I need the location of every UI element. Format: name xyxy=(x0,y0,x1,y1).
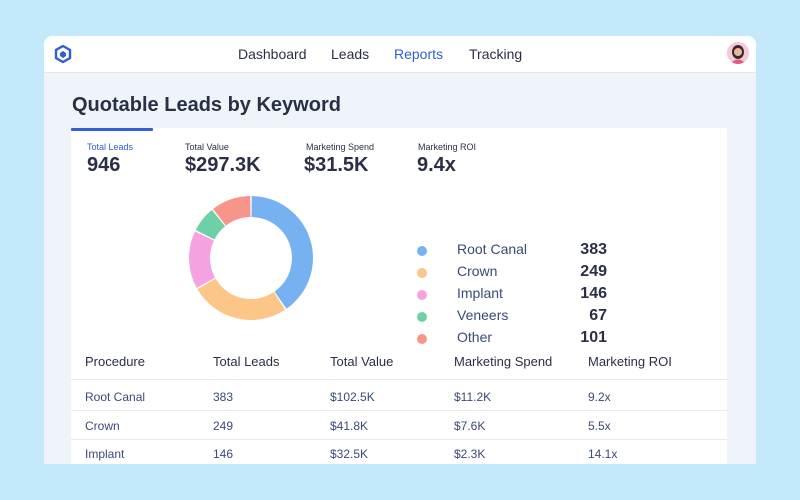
stat-total-value-value: $297.3K xyxy=(185,154,261,176)
stat-marketing-spend-value: $31.5K xyxy=(304,154,369,176)
stat-marketing-roi-label[interactable]: Marketing ROI xyxy=(418,142,477,152)
nav-reports[interactable]: Reports xyxy=(394,46,444,62)
keyword-donut-chart xyxy=(189,196,313,320)
cell-total-value: $41.8K xyxy=(330,419,369,433)
page-title: Quotable Leads by Keyword xyxy=(72,94,341,116)
legend-dot-root-canal xyxy=(417,246,427,256)
cell-total-leads: 249 xyxy=(213,419,234,433)
cell-total-leads: 146 xyxy=(213,447,234,461)
legend-count-crown: 249 xyxy=(580,263,607,280)
legend-label-root-canal: Root Canal xyxy=(457,241,528,257)
col-header-total-value[interactable]: Total Value xyxy=(330,354,394,369)
donut-slice-implant[interactable] xyxy=(189,231,216,288)
row-divider xyxy=(71,410,727,411)
cell-marketing-roi: 14.1x xyxy=(588,447,618,461)
cell-procedure[interactable]: Root Canal xyxy=(85,390,146,404)
donut-slice-root-canal[interactable] xyxy=(251,196,313,309)
cell-marketing-spend: $2.3K xyxy=(454,447,486,461)
legend-dot-veneers xyxy=(417,312,427,322)
cell-marketing-roi: 9.2x xyxy=(588,390,611,404)
active-tab-indicator xyxy=(71,128,153,131)
nav-tracking[interactable]: Tracking xyxy=(469,46,523,62)
stat-marketing-roi-value: 9.4x xyxy=(417,154,456,176)
legend-label-other: Other xyxy=(457,329,493,345)
col-header-procedure[interactable]: Procedure xyxy=(85,354,145,369)
report-card: Total Leads 946 Total Value $297.3K Mark… xyxy=(71,128,727,464)
stat-total-value-label[interactable]: Total Value xyxy=(185,142,229,152)
legend-label-crown: Crown xyxy=(457,263,498,279)
legend-dot-crown xyxy=(417,268,427,278)
legend-label-veneers: Veneers xyxy=(457,307,509,323)
table-header-divider xyxy=(71,379,727,380)
donut-slice-crown[interactable] xyxy=(197,278,286,320)
nav-leads[interactable]: Leads xyxy=(331,46,370,62)
cell-procedure[interactable]: Crown xyxy=(85,419,120,433)
user-avatar[interactable] xyxy=(727,42,749,64)
row-divider xyxy=(71,439,727,440)
legend-label-implant: Implant xyxy=(457,285,503,301)
cell-marketing-roi: 5.5x xyxy=(588,419,611,433)
legend-dot-other xyxy=(417,334,427,344)
cell-total-leads: 383 xyxy=(213,390,234,404)
legend-count-veneers: 67 xyxy=(589,307,607,324)
cell-procedure[interactable]: Implant xyxy=(85,447,125,461)
stat-marketing-spend-label[interactable]: Marketing Spend xyxy=(306,142,375,152)
app-logo-icon[interactable] xyxy=(54,45,72,63)
cell-total-value: $32.5K xyxy=(330,447,369,461)
donut-slice-other[interactable] xyxy=(213,196,251,226)
col-header-marketing-roi[interactable]: Marketing ROI xyxy=(588,354,672,369)
stat-total-leads-value: 946 xyxy=(87,154,121,176)
app-window: Dashboard Leads Reports Tracking Quotabl… xyxy=(44,36,756,464)
cell-marketing-spend: $11.2K xyxy=(454,390,492,404)
avatar-person-icon xyxy=(727,42,749,64)
legend-count-implant: 146 xyxy=(580,285,607,302)
legend-count-root-canal: 383 xyxy=(580,241,607,258)
nav-dashboard[interactable]: Dashboard xyxy=(238,46,307,62)
stat-total-leads-label[interactable]: Total Leads xyxy=(87,142,134,152)
col-header-total-leads[interactable]: Total Leads xyxy=(213,354,280,369)
col-header-marketing-spend[interactable]: Marketing Spend xyxy=(454,354,553,369)
legend-dot-implant xyxy=(417,290,427,300)
cell-marketing-spend: $7.6K xyxy=(454,419,486,433)
cell-total-value: $102.5K xyxy=(330,390,375,404)
donut-slice-veneers[interactable] xyxy=(195,209,226,240)
legend-count-other: 101 xyxy=(580,329,607,346)
top-nav-bar: Dashboard Leads Reports Tracking xyxy=(44,36,756,73)
